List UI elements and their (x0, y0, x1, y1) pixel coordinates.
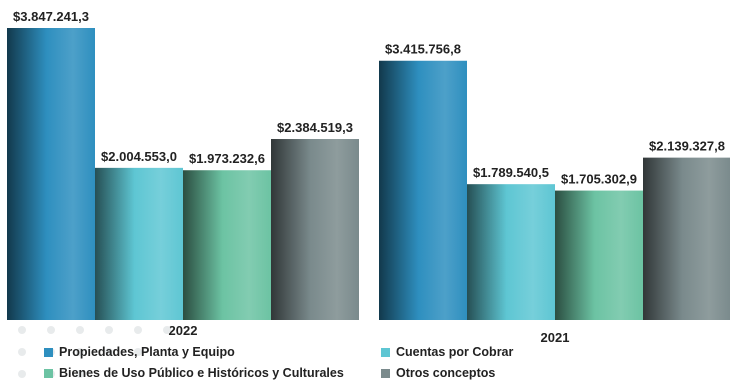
bar-2021-series-2 (467, 184, 555, 320)
data-label: $2.139.327,8 (649, 139, 725, 154)
bar-2021-series-3 (555, 190, 643, 320)
data-label: $2.004.553,0 (101, 149, 177, 164)
category-label-2022: 2022 (169, 323, 198, 338)
data-label: $1.789.540,5 (473, 165, 549, 180)
data-label: $3.415.756,8 (385, 42, 461, 57)
bar-2021-series-4 (643, 157, 730, 320)
bar-2022-series-3 (183, 170, 271, 320)
bar-2022-series-2 (95, 167, 183, 320)
bar-2021-series-1 (379, 60, 467, 320)
data-label: $1.973.232,6 (189, 151, 265, 166)
bar-2022-series-4 (271, 139, 359, 320)
category-label-2021: 2021 (541, 330, 570, 345)
data-label: $3.847.241,3 (13, 9, 89, 24)
data-label: $1.705.302,9 (561, 172, 637, 187)
data-label: $2.384.519,3 (277, 120, 353, 135)
bar-2022-series-1 (7, 28, 95, 320)
